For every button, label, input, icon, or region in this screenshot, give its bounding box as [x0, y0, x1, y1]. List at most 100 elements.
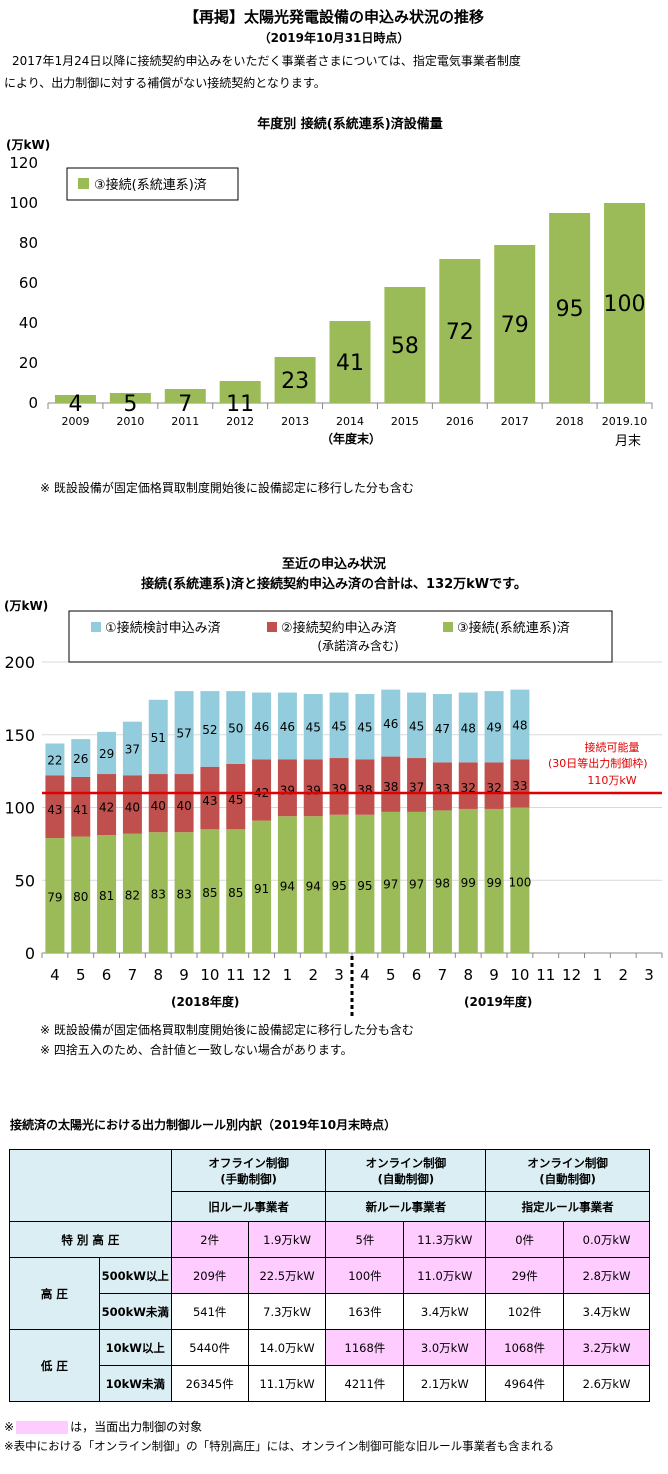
- x-tick-label: 5: [386, 966, 396, 984]
- bar-segment-study: [148, 699, 168, 775]
- table-note1: ※ は，当面出力制御の対象: [4, 1420, 203, 1434]
- bar-segment-study: [484, 691, 504, 763]
- legend-swatch: [91, 622, 101, 632]
- x-tick-label: 9: [179, 966, 189, 984]
- bar-segment-connected: [277, 816, 297, 953]
- bar-segment-contract: [226, 763, 246, 830]
- data-label: 85: [228, 886, 243, 900]
- data-label: 45: [357, 721, 372, 735]
- data-label: 95: [556, 297, 584, 322]
- chart2-legend: [68, 610, 613, 663]
- bar: [604, 203, 646, 403]
- row-label-teiatsu: 低 圧: [9, 1329, 100, 1402]
- x-tick-label: 2017: [501, 415, 529, 428]
- data-label: 80: [73, 890, 88, 904]
- bar-segment-contract: [432, 762, 452, 811]
- table-cell: 3.4万kW: [403, 1293, 487, 1330]
- table-row: 低 圧 10kW以上 5440件 14.0万kW 1168件 3.0万kW 10…: [9, 1329, 650, 1402]
- bar-segment-contract: [510, 759, 530, 808]
- bar: [549, 213, 591, 403]
- legend-label: ③接続(系統連系)済: [94, 177, 207, 193]
- data-label: 79: [47, 891, 62, 905]
- bar-segment-contract: [45, 775, 65, 839]
- x-tick-label: 9: [489, 966, 499, 984]
- table-cell: 3.4万kW: [563, 1293, 650, 1330]
- data-label: 95: [357, 879, 372, 893]
- chart1-unit: (万kW): [6, 138, 51, 152]
- capacity-label-line2: (30日等出力制御枠): [548, 757, 648, 770]
- y-tick-label: 200: [4, 653, 35, 672]
- capacity-label-line3: 110万kW: [587, 774, 637, 787]
- legend-label: ②接続契約申込み済: [281, 620, 397, 636]
- data-label: 43: [202, 794, 217, 808]
- bar-segment-contract: [174, 774, 194, 833]
- data-label: 97: [409, 877, 424, 891]
- data-label: 40: [125, 801, 140, 815]
- bar: [494, 245, 536, 403]
- bar-segment-connected: [381, 811, 401, 953]
- data-label: 37: [125, 743, 140, 757]
- chart1-legend: [66, 167, 239, 201]
- data-label: 79: [501, 313, 529, 338]
- x-tick-label: 4: [50, 966, 60, 984]
- bar-segment-contract: [458, 762, 478, 809]
- x-tick-label: 6: [102, 966, 112, 984]
- page-date: （2019年10月31日時点）: [258, 31, 410, 45]
- x-tick-label: 1: [283, 966, 293, 984]
- x-tick-label: 2012: [226, 415, 254, 428]
- data-label: 98: [435, 877, 450, 891]
- legend-swatch: [267, 622, 277, 632]
- bar-segment-study: [381, 689, 401, 757]
- y-tick-label: 150: [4, 726, 35, 745]
- group-sub-1: 旧ルール事業者: [170, 1191, 327, 1222]
- data-label: 51: [151, 731, 166, 745]
- table-cell: 102件: [485, 1293, 565, 1330]
- bar-segment-connected: [407, 811, 427, 953]
- data-label: 40: [151, 799, 166, 813]
- bar-segment-contract: [277, 759, 297, 817]
- output-control-table: オフライン制御 (手動制御) オンライン制御 (自動制御) オンライン制御 (自動制御…: [9, 1149, 650, 1402]
- data-label: 26: [73, 752, 88, 766]
- y-tick-label: 80: [19, 234, 38, 252]
- data-label: 57: [176, 727, 191, 741]
- data-label: 94: [280, 880, 295, 894]
- bar: [219, 381, 261, 403]
- legend-label: ③接続(系統連系)済: [457, 620, 570, 636]
- bar-segment-contract: [200, 766, 220, 830]
- table-corner: [9, 1149, 172, 1222]
- x-tick-label: 3: [334, 966, 344, 984]
- data-label: 41: [73, 803, 88, 817]
- data-label: 33: [512, 779, 527, 793]
- page-title: 【再掲】太陽光発電設備の申込み状況の推移: [183, 8, 484, 26]
- data-label: 37: [409, 781, 424, 795]
- data-label: 43: [47, 803, 62, 817]
- data-label: 39: [306, 784, 321, 798]
- table-cell: 2件: [170, 1221, 249, 1258]
- legend-swatch: [443, 622, 453, 632]
- row-label-tokubetsu: 特 別 高 圧: [9, 1221, 172, 1258]
- x-tick-label: 2018: [556, 415, 584, 428]
- bar-segment-contract: [122, 775, 142, 834]
- table-note2: ※表中における「オンライン制御」の「特別高圧」には、オンライン制御可能な旧ルール…: [4, 1439, 555, 1453]
- chart2-footnote1: ※ 既設設備が固定価格買取制度開始後に設備認定に移行した分も含む: [40, 1023, 414, 1037]
- table-cell: 100件: [325, 1257, 405, 1294]
- bar-segment-study: [303, 694, 323, 760]
- group-sub-2: 新ルール事業者: [325, 1191, 487, 1222]
- y-tick-label: 50: [15, 871, 35, 890]
- x-tick-label: 7: [438, 966, 448, 984]
- capacity-label-line1: 接続可能量: [584, 741, 640, 754]
- chart1-x-sublabel: （年度末）: [321, 432, 382, 446]
- data-label: 46: [254, 720, 269, 734]
- y-tick-label: 120: [9, 154, 38, 172]
- table-row: 10kW未満 26345件 11.1万kW 4211件 2.1万kW 4964件…: [10, 1365, 650, 1402]
- data-label: 45: [409, 719, 424, 733]
- chart1-last-sublabel: 月末: [615, 434, 642, 449]
- x-tick-label: 2015: [391, 415, 419, 428]
- data-label: 46: [280, 720, 295, 734]
- bar-segment-contract: [355, 759, 375, 815]
- pink-legend-swatch: [16, 1421, 69, 1434]
- table-cell: 2.8万kW: [563, 1257, 650, 1294]
- chart2-title-line2: 接続(系統連系)済と接続契約申込み済の合計は、132万kWです。: [141, 577, 527, 592]
- data-label: 99: [461, 876, 476, 890]
- bar-segment-connected: [148, 832, 168, 953]
